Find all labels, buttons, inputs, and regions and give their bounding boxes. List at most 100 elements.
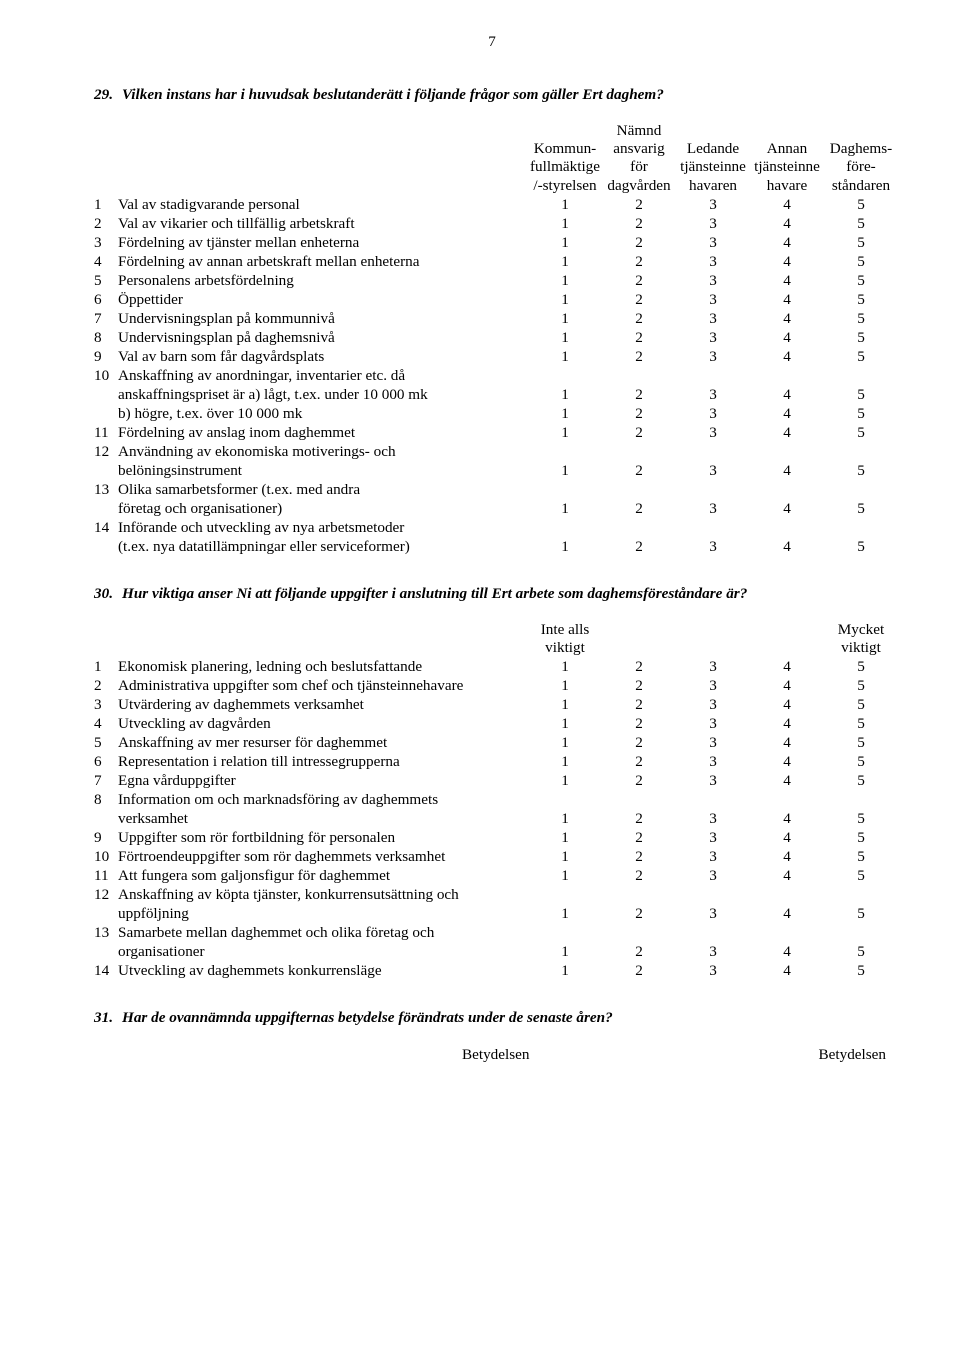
column-header-cell: Inte alls xyxy=(528,621,602,639)
scale-value: 4 xyxy=(750,828,824,847)
row-number: 4 xyxy=(94,714,118,733)
scale-value: 5 xyxy=(824,290,898,309)
table-row: uppföljning12345 xyxy=(94,904,898,923)
table-row: 3Utvärdering av daghemmets verksamhet123… xyxy=(94,695,898,714)
row-number: 3 xyxy=(94,695,118,714)
table-row: 13Olika samarbetsformer (t.ex. med andra xyxy=(94,480,898,499)
scale-value: 3 xyxy=(676,866,750,885)
row-number: 10 xyxy=(94,366,118,385)
scale-value: 3 xyxy=(676,695,750,714)
scale-value: 1 xyxy=(528,733,602,752)
scale-value: 2 xyxy=(602,676,676,695)
scale-value xyxy=(602,518,676,537)
row-number xyxy=(94,904,118,923)
row-number: 4 xyxy=(94,252,118,271)
question-29-text: Vilken instans har i huvudsak beslutande… xyxy=(122,85,890,104)
q31-footer-right: Betydelsen xyxy=(819,1045,886,1064)
scale-value xyxy=(528,518,602,537)
row-number xyxy=(94,499,118,518)
row-label: Uppgifter som rör fortbildning för perso… xyxy=(118,828,528,847)
scale-value: 3 xyxy=(676,714,750,733)
row-label: Att fungera som galjonsfigur för daghemm… xyxy=(118,866,528,885)
row-number: 2 xyxy=(94,676,118,695)
scale-value: 4 xyxy=(750,328,824,347)
table-row: (t.ex. nya datatillämpningar eller servi… xyxy=(94,537,898,556)
column-header-cell: /-styrelsen xyxy=(528,177,602,195)
scale-value: 4 xyxy=(750,423,824,442)
scale-value: 4 xyxy=(750,537,824,556)
row-number xyxy=(94,537,118,556)
row-number: 7 xyxy=(94,309,118,328)
q31-footer-left: Betydelsen xyxy=(462,1045,529,1064)
row-label: Fördelning av anslag inom daghemmet xyxy=(118,423,528,442)
scale-value: 5 xyxy=(824,309,898,328)
scale-value: 4 xyxy=(750,195,824,214)
scale-value: 4 xyxy=(750,214,824,233)
row-label: Fördelning av tjänster mellan enheterna xyxy=(118,233,528,252)
row-label: Öppettider xyxy=(118,290,528,309)
scale-value: 4 xyxy=(750,404,824,423)
scale-value: 5 xyxy=(824,347,898,366)
table-row: 9Uppgifter som rör fortbildning för pers… xyxy=(94,828,898,847)
column-header-cell: före- xyxy=(824,158,898,176)
scale-value: 4 xyxy=(750,676,824,695)
table-row: 1Ekonomisk planering, ledning och beslut… xyxy=(94,657,898,676)
scale-value: 1 xyxy=(528,309,602,328)
scale-value: 3 xyxy=(676,676,750,695)
scale-value xyxy=(528,442,602,461)
scale-value: 1 xyxy=(528,657,602,676)
scale-value: 2 xyxy=(602,942,676,961)
scale-value: 5 xyxy=(824,233,898,252)
scale-value: 5 xyxy=(824,657,898,676)
scale-value: 1 xyxy=(528,233,602,252)
scale-value: 2 xyxy=(602,423,676,442)
row-number: 14 xyxy=(94,961,118,980)
scale-value: 3 xyxy=(676,328,750,347)
scale-value: 2 xyxy=(602,695,676,714)
row-label: uppföljning xyxy=(118,904,528,923)
table-row: belöningsinstrument12345 xyxy=(94,461,898,480)
column-header-cell: för xyxy=(602,158,676,176)
scale-value: 1 xyxy=(528,752,602,771)
scale-value: 5 xyxy=(824,676,898,695)
scale-value xyxy=(602,366,676,385)
scale-value: 2 xyxy=(602,385,676,404)
q29-table-body: 1Val av stadigvarande personal123452Val … xyxy=(94,195,898,556)
column-header-cell xyxy=(750,639,824,657)
scale-value: 5 xyxy=(824,961,898,980)
row-label: Representation i relation till intresseg… xyxy=(118,752,528,771)
scale-value: 3 xyxy=(676,828,750,847)
column-header-cell: fullmäktige xyxy=(528,158,602,176)
scale-value: 2 xyxy=(602,733,676,752)
scale-value: 5 xyxy=(824,942,898,961)
scale-value: 2 xyxy=(602,771,676,790)
scale-value: 1 xyxy=(528,904,602,923)
table-row: 7Undervisningsplan på kommunnivå12345 xyxy=(94,309,898,328)
scale-value: 4 xyxy=(750,771,824,790)
row-label: belöningsinstrument xyxy=(118,461,528,480)
row-label: Olika samarbetsformer (t.ex. med andra xyxy=(118,480,528,499)
row-label: Fördelning av annan arbetskraft mellan e… xyxy=(118,252,528,271)
scale-value: 2 xyxy=(602,290,676,309)
row-label: Ekonomisk planering, ledning och besluts… xyxy=(118,657,528,676)
scale-value: 1 xyxy=(528,195,602,214)
scale-value xyxy=(824,923,898,942)
column-header-cell: ståndaren xyxy=(824,177,898,195)
scale-value xyxy=(602,923,676,942)
scale-value: 4 xyxy=(750,309,824,328)
scale-value: 3 xyxy=(676,347,750,366)
row-number: 13 xyxy=(94,923,118,942)
table-row: 14Utveckling av daghemmets konkurrensläg… xyxy=(94,961,898,980)
scale-value: 5 xyxy=(824,461,898,480)
q30-table: Inte allsMycketviktigtviktigt 1Ekonomisk… xyxy=(94,621,898,980)
scale-value: 4 xyxy=(750,499,824,518)
row-label: Val av stadigvarande personal xyxy=(118,195,528,214)
scale-value: 1 xyxy=(528,714,602,733)
scale-value: 2 xyxy=(602,714,676,733)
scale-value: 1 xyxy=(528,771,602,790)
column-header-cell: viktigt xyxy=(824,639,898,657)
column-header-cell: viktigt xyxy=(528,639,602,657)
scale-value: 5 xyxy=(824,404,898,423)
question-29: 29. Vilken instans har i huvudsak beslut… xyxy=(94,85,890,104)
row-label: Egna vårduppgifter xyxy=(118,771,528,790)
